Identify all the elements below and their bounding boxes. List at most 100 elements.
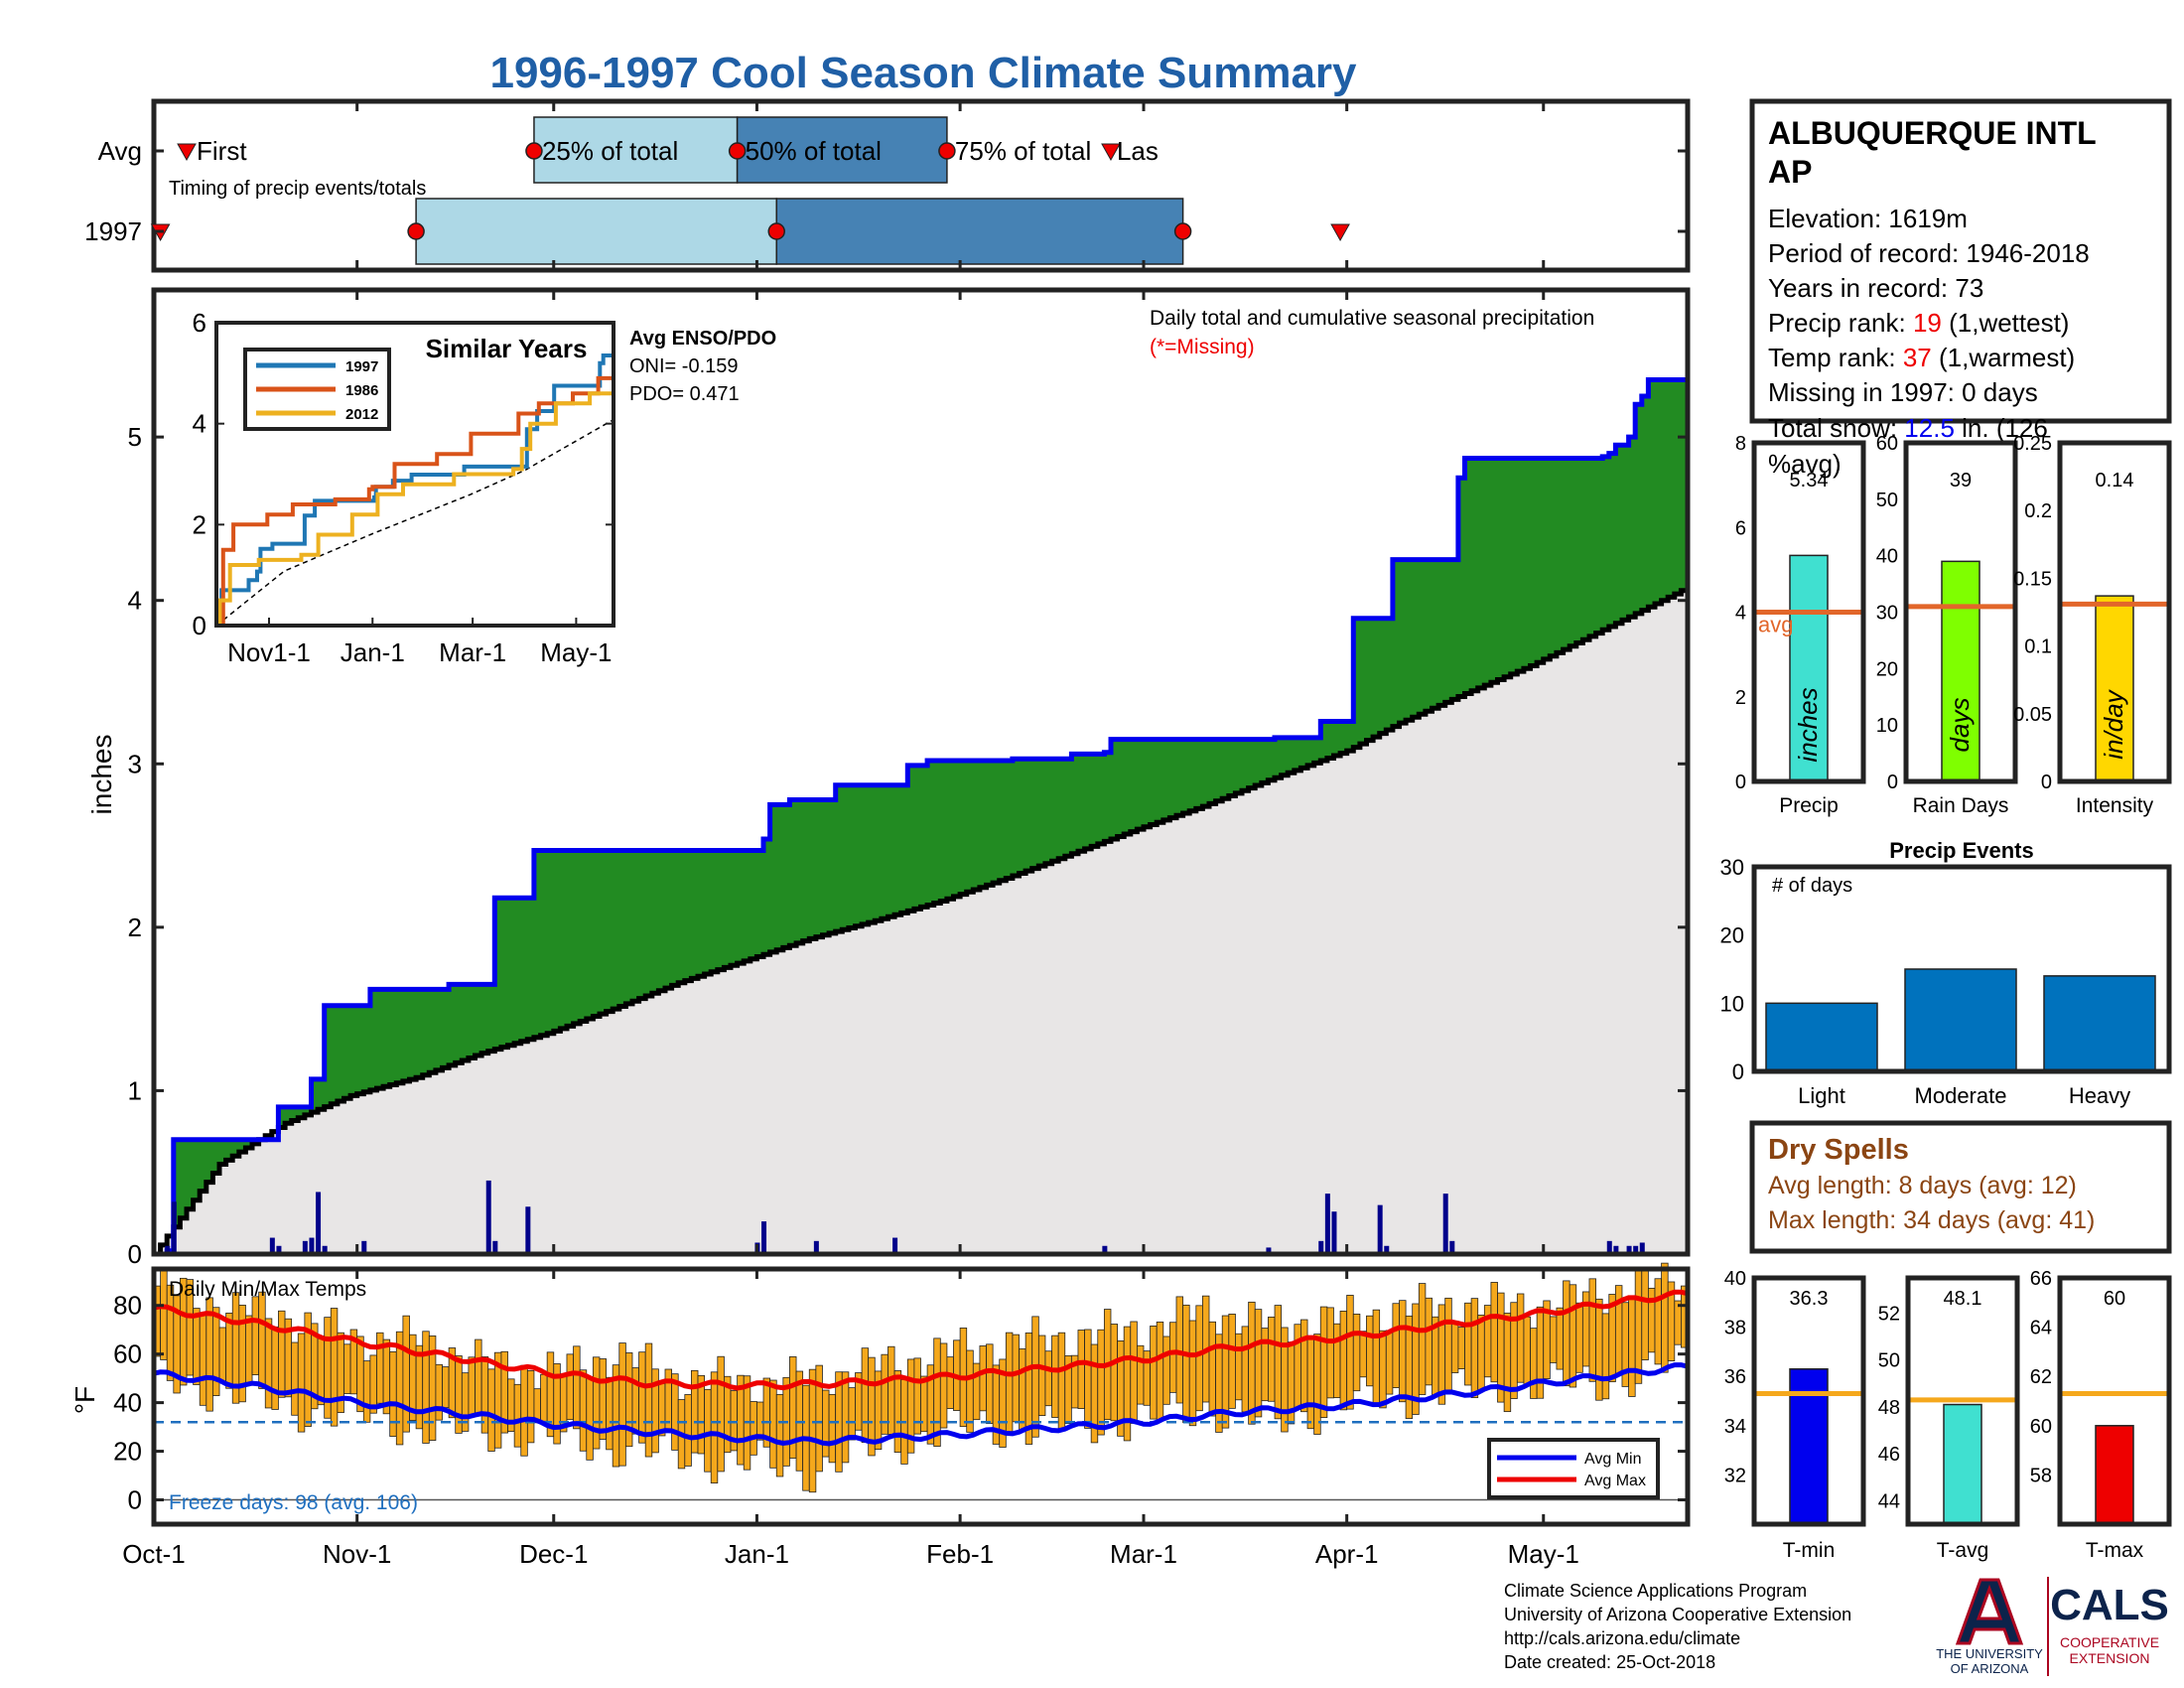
1997-last-marker xyxy=(1330,223,1350,242)
daily-temp-bar xyxy=(1588,1278,1596,1382)
daily-temp-bar xyxy=(1294,1324,1301,1410)
daily-temp-bar xyxy=(573,1345,581,1430)
daily-precip-bar xyxy=(1318,1240,1324,1254)
daily-temp-bar xyxy=(487,1368,495,1452)
y-tick-label: 0 xyxy=(128,1239,142,1269)
daily-temp-bar xyxy=(1346,1295,1354,1410)
daily-temp-bar xyxy=(579,1369,588,1452)
timing-label-first: First xyxy=(197,136,247,166)
daily-temp-bar xyxy=(1563,1280,1570,1387)
station-precip-rank-part: (1,wettest) xyxy=(1942,308,2070,338)
daily-temp-bar xyxy=(1490,1282,1498,1383)
daily-temp-bar xyxy=(402,1315,410,1433)
daily-temp-bar xyxy=(1215,1334,1223,1433)
daily-temp-bar xyxy=(691,1369,699,1454)
station-precip-rank-part: Precip rank: xyxy=(1768,308,1913,338)
daily-temp-bar xyxy=(986,1343,994,1424)
daily-temp-bar xyxy=(769,1379,777,1469)
summary-y-tick-label: 10 xyxy=(1876,715,1898,737)
daily-precip-bar xyxy=(316,1192,322,1254)
event-bar-moderate xyxy=(1904,968,2017,1072)
temp-y-tick-label: 40 xyxy=(113,1388,142,1418)
daily-temp-bar xyxy=(946,1356,954,1409)
temp-summary-bar-2 xyxy=(2095,1425,2134,1525)
daily-precip-bar xyxy=(309,1237,315,1254)
daily-temp-bar xyxy=(324,1317,332,1419)
summary-value-label: 5.34 xyxy=(1790,470,1829,492)
temp-summary-y-tick-label: 36 xyxy=(1724,1366,1746,1388)
temp-y-axis-label: °F xyxy=(69,1386,100,1414)
station-snow-line2: %avg) xyxy=(1768,449,1842,479)
inset-legend-label: 1986 xyxy=(345,382,378,399)
summary-y-tick-label: 0 xyxy=(1887,772,1898,793)
daily-temp-bar xyxy=(1031,1316,1039,1438)
y-tick-label: 5 xyxy=(128,422,142,452)
event-y-tick-label: 10 xyxy=(1720,991,1744,1016)
temp-panel-frame xyxy=(151,1266,1691,1527)
daily-temp-bar xyxy=(278,1310,286,1398)
daily-precip-bar xyxy=(492,1240,498,1254)
y-tick-label: 4 xyxy=(128,586,142,616)
summary-y-tick-label: 40 xyxy=(1876,546,1898,568)
footer-line: Date created: 25-Oct-2018 xyxy=(1504,1652,1715,1672)
x-tick-label: Jan-1 xyxy=(725,1539,789,1569)
timing-subtitle: Timing of precip events/totals xyxy=(169,178,426,200)
daily-temp-bar xyxy=(1300,1319,1308,1413)
daily-precip-bar xyxy=(1606,1240,1612,1254)
daily-temp-bar xyxy=(1319,1306,1328,1419)
daily-temp-bar xyxy=(1523,1316,1531,1386)
cals-logo-sub-1: COOPERATIVE xyxy=(2060,1634,2159,1650)
station-snow-part: 12.5 xyxy=(1904,413,1955,443)
daily-temp-bar xyxy=(317,1336,326,1406)
daily-temp-bar xyxy=(1156,1321,1164,1422)
daily-temp-bar xyxy=(710,1371,719,1483)
summary-avg-text: avg xyxy=(1758,613,1793,637)
summary-unit-label: days xyxy=(1945,698,1975,753)
daily-temp-bar xyxy=(1595,1298,1603,1401)
daily-temp-bar xyxy=(704,1388,712,1473)
temp-y-tick-label: 60 xyxy=(113,1339,142,1369)
summary-frame-2 xyxy=(2057,440,2172,784)
daily-temp-bar xyxy=(684,1394,692,1467)
daily-temp-bar xyxy=(468,1356,476,1417)
daily-temp-bar xyxy=(592,1356,601,1450)
daily-temp-bar xyxy=(644,1342,653,1458)
x-tick-label: Nov-1 xyxy=(323,1539,391,1569)
daily-temp-bar xyxy=(1248,1301,1256,1425)
station-missing: Missing in 1997: 0 days xyxy=(1768,377,2038,407)
summary-y-tick-label: 0.25 xyxy=(2013,433,2052,455)
daily-temp-bar xyxy=(1549,1316,1558,1363)
inset-series-2012 xyxy=(216,391,614,628)
station-elevation: Elevation: 1619m xyxy=(1768,204,1968,233)
missing-note: (*=Missing) xyxy=(1150,336,1255,358)
station-precip-rank-part: 19 xyxy=(1913,308,1942,338)
temp-summary-category: T-avg xyxy=(1937,1539,1989,1562)
temp-summary-y-tick-label: 58 xyxy=(2030,1465,2052,1486)
inset-title: Similar Years xyxy=(426,334,588,363)
temp-summary-category: T-min xyxy=(1783,1539,1836,1562)
avg-last-marker xyxy=(1101,143,1121,162)
summary-category: Rain Days xyxy=(1913,794,2009,817)
daily-precip-bar xyxy=(525,1206,531,1254)
daily-temp-bar xyxy=(657,1382,666,1437)
daily-temp-bar xyxy=(1530,1328,1538,1399)
event-category: Moderate xyxy=(1915,1083,2007,1108)
summary-bar-0 xyxy=(1789,554,1829,782)
daily-precip-bar xyxy=(1613,1245,1619,1254)
daily-temp-bar xyxy=(1261,1328,1269,1402)
summary-bar-1 xyxy=(1941,560,1980,782)
dry-spells-avg: Avg length: 8 days (avg: 12) xyxy=(1768,1172,2077,1199)
daily-temp-bar xyxy=(750,1401,757,1456)
daily-precip-bar xyxy=(1442,1194,1448,1254)
daily-temp-bar xyxy=(1418,1283,1427,1395)
daily-temp-bar xyxy=(1005,1332,1014,1433)
temp-summary-y-tick-label: 38 xyxy=(1724,1318,1746,1339)
daily-temp-bar xyxy=(1268,1317,1276,1402)
daily-temp-bar xyxy=(1628,1297,1636,1397)
avg-min-line xyxy=(153,1362,1689,1447)
daily-temp-bar xyxy=(1306,1338,1315,1430)
timing-label-25: 25% of total xyxy=(542,136,678,166)
daily-temp-bar xyxy=(1274,1305,1283,1420)
summary-frame-1 xyxy=(1903,440,2018,784)
event-inner-label: # of days xyxy=(1772,875,1852,897)
